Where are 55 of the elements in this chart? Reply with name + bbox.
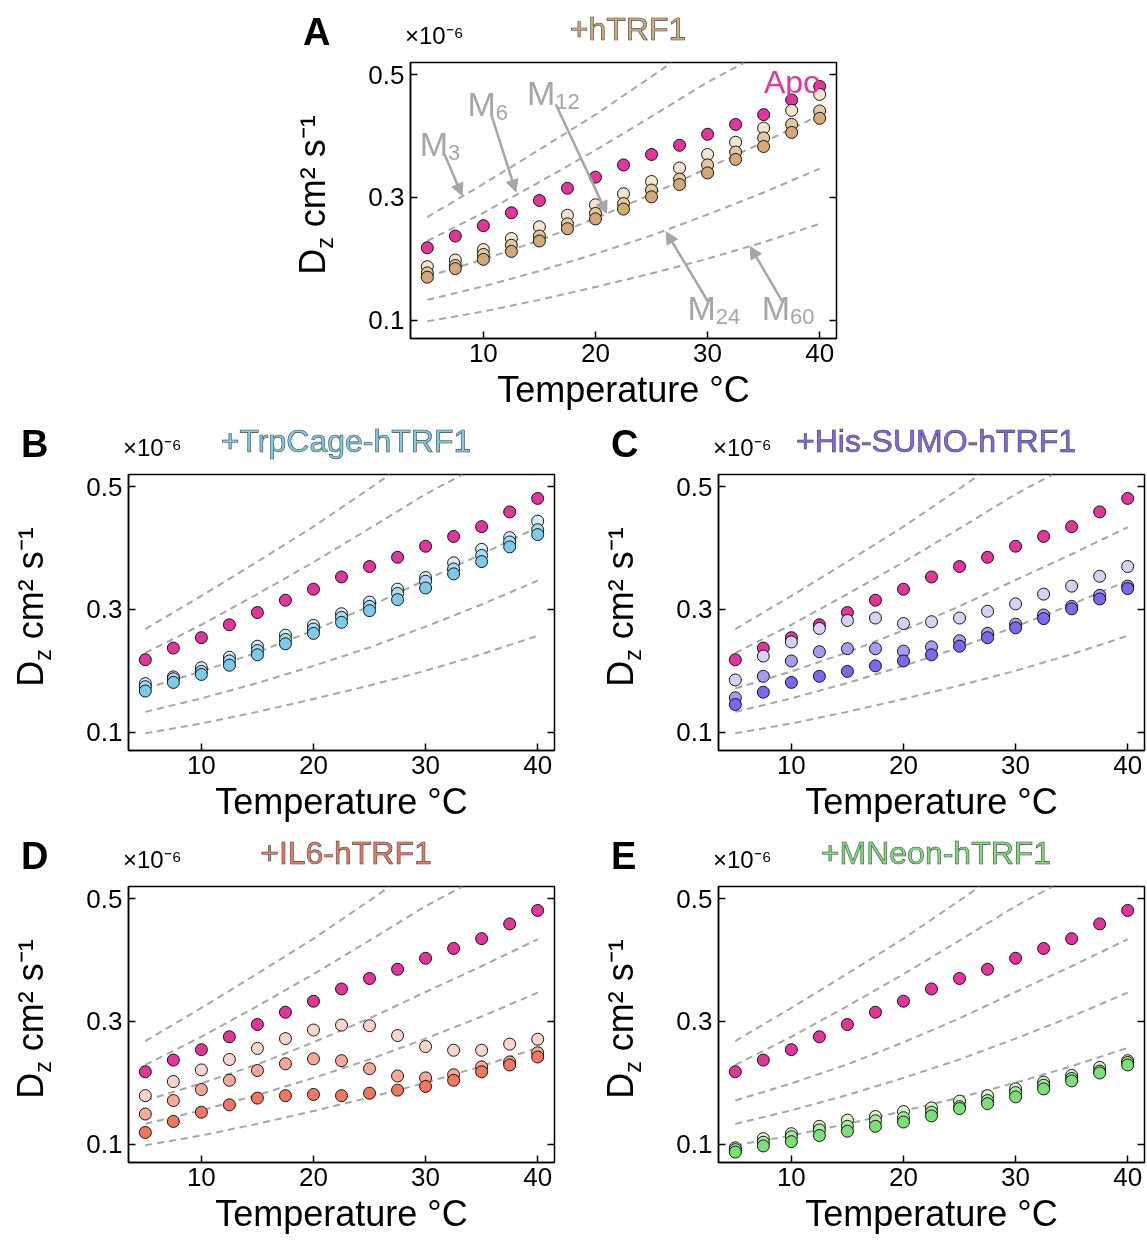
y-tick-label: 0.3: [676, 1006, 713, 1037]
y-tick-label: 0.5: [676, 883, 713, 914]
x-axis-title: Temperature °C: [215, 1192, 468, 1234]
x-tick-label: 20: [299, 749, 328, 780]
chart-title: +TrpCage-hTRF1: [220, 422, 472, 461]
text: ×10⁻⁶: [713, 845, 772, 875]
x-tick-label: 20: [889, 1161, 918, 1192]
chart-title: +MNeon-hTRF1: [820, 834, 1052, 873]
x-axis-title: Temperature °C: [805, 780, 1058, 822]
y-tick-label: 0.3: [676, 594, 713, 625]
chart-title: +hTRF1: [569, 10, 687, 49]
text: ×10⁻⁶: [123, 433, 182, 463]
y-tick-label: 0.1: [676, 1129, 713, 1160]
x-tick-label: 10: [468, 337, 498, 368]
x-tick-label: 20: [581, 337, 610, 368]
x-tick-label: 10: [776, 749, 806, 780]
x-tick-label: 40: [1113, 1161, 1143, 1192]
chart-title: +His-SUMO-hTRF1: [795, 422, 1077, 461]
x-tick-label: 10: [186, 749, 216, 780]
x-tick-label: 20: [889, 749, 918, 780]
x-tick-label: 40: [523, 749, 553, 780]
x-axis-title: Temperature °C: [805, 1192, 1058, 1234]
text: ×10⁻⁶: [713, 433, 772, 463]
y-tick-label: 0.5: [86, 883, 123, 914]
x-tick-label: 40: [1113, 749, 1143, 780]
text: ×10⁻⁶: [405, 21, 464, 51]
x-tick-label: 30: [411, 749, 441, 780]
chart-title: +IL6-hTRF1: [260, 834, 432, 873]
y-tick-label: 0.5: [676, 471, 713, 502]
x-axis-title: Temperature °C: [497, 368, 750, 410]
x-tick-label: 10: [776, 1161, 806, 1192]
x-tick-label: 40: [523, 1161, 553, 1192]
text: A: [303, 10, 331, 55]
text: ×10⁻⁶: [123, 845, 182, 875]
y-tick-label: 0.3: [86, 1006, 123, 1037]
y-tick-label: 0.5: [86, 471, 123, 502]
text: D: [21, 834, 49, 879]
x-tick-label: 30: [1001, 749, 1031, 780]
text: B: [21, 422, 49, 467]
text: C: [611, 422, 639, 467]
x-tick-label: 40: [805, 337, 835, 368]
x-tick-label: 30: [693, 337, 723, 368]
x-tick-label: 10: [186, 1161, 216, 1192]
y-tick-label: 0.1: [368, 305, 405, 336]
y-tick-label: 0.3: [368, 182, 405, 213]
y-tick-label: 0.5: [368, 59, 405, 90]
y-tick-label: 0.1: [86, 717, 123, 748]
text: E: [611, 834, 637, 879]
y-tick-label: 0.3: [86, 594, 123, 625]
x-tick-label: 30: [411, 1161, 441, 1192]
x-axis-title: Temperature °C: [215, 780, 468, 822]
y-tick-label: 0.1: [676, 717, 713, 748]
x-tick-label: 20: [299, 1161, 328, 1192]
x-tick-label: 30: [1001, 1161, 1031, 1192]
y-tick-label: 0.1: [86, 1129, 123, 1160]
